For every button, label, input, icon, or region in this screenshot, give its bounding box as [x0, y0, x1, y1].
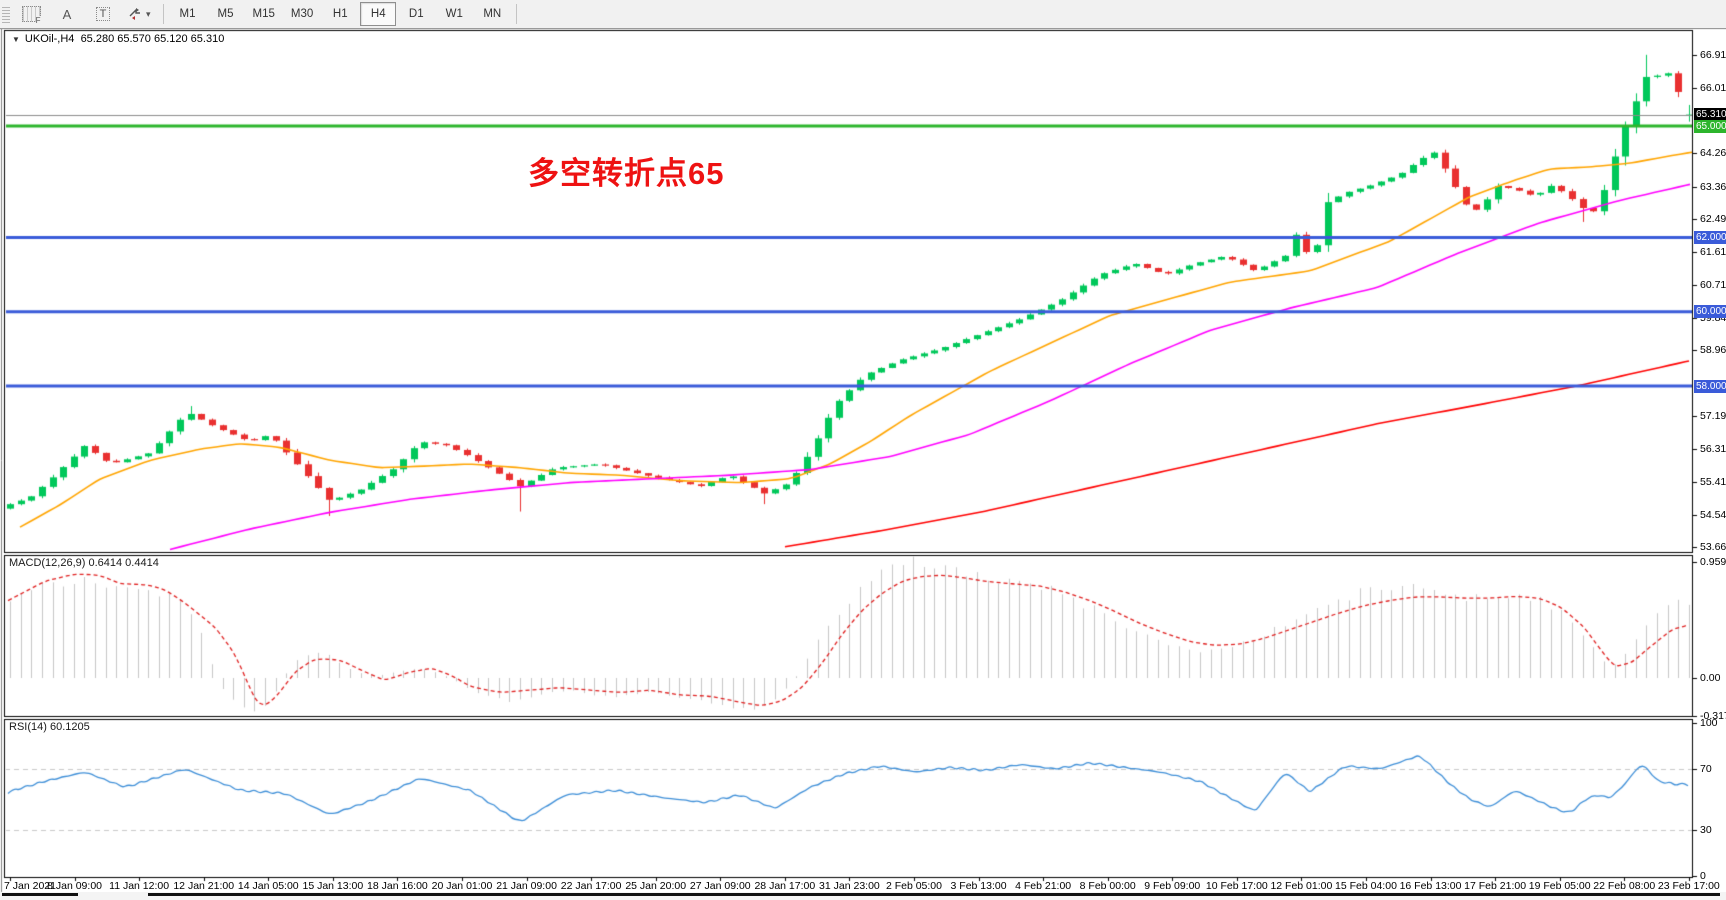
price-tick-label: 63.365	[1700, 180, 1726, 193]
price-tick-label: 0.959	[1700, 555, 1726, 568]
time-tick-label: 22 Feb 08:00	[1593, 880, 1656, 892]
chevron-down-icon: ▾	[146, 8, 151, 19]
price-tick-label: 57.190	[1700, 410, 1726, 423]
time-tick-label: 16 Feb 13:00	[1399, 880, 1462, 892]
symbol-dropdown-icon[interactable]: ▼	[12, 35, 20, 44]
time-tick-label: 18 Jan 16:00	[367, 880, 428, 892]
price-tick-label: 66.915	[1700, 49, 1726, 61]
price-tick-label: 60.715	[1700, 279, 1726, 292]
time-tick-label: 25 Jan 20:00	[625, 880, 687, 892]
price-tick-label: 0.00	[1700, 672, 1721, 684]
timeframe-mn-button[interactable]: MN	[483, 8, 502, 20]
price-tick-label: 64.265	[1700, 147, 1726, 160]
price-tick-label: 0	[1700, 869, 1706, 882]
scrollbar-thumb[interactable]	[2, 893, 78, 896]
time-tick-label: 3 Feb 13:00	[950, 880, 1007, 892]
grid-tool-button[interactable]: F	[14, 2, 48, 26]
toolbar-separator	[516, 4, 518, 24]
price-tick-label: 53.665	[1700, 541, 1726, 553]
time-tick-label: 23 Feb 17:00	[1657, 880, 1720, 892]
price-tick-label: 62.490	[1700, 213, 1726, 226]
letter-t-icon: T	[95, 7, 111, 21]
time-tick-label: 22 Jan 17:00	[560, 880, 622, 892]
price-tick-label: 55.415	[1700, 476, 1726, 489]
scrollbar-track[interactable]	[148, 893, 1720, 896]
ohlc-values: 65.280 65.570 65.120 65.310	[80, 33, 225, 45]
time-tick-label: 15 Feb 04:00	[1335, 880, 1397, 892]
time-tick-label: 12 Feb 01:00	[1270, 880, 1333, 892]
grid-f-icon: F	[21, 6, 41, 25]
hline-price-badge: 62.000	[1694, 231, 1726, 244]
macd-indicator-label: MACD(12,26,9) 0.6414 0.4414	[9, 557, 159, 569]
symbol-period-label: UKOil-,H4	[24, 33, 75, 45]
time-tick-label: 20 Jan 01:00	[431, 880, 493, 892]
timeframe-m5-button[interactable]: M5	[217, 8, 234, 20]
time-tick-label: 11 Jan 12:00	[109, 880, 170, 892]
horizontal-scrollbar[interactable]	[0, 892, 1726, 900]
toolbar-separator	[162, 4, 164, 24]
timeframe-d1-button[interactable]: D1	[408, 8, 424, 20]
time-tick-label: 10 Feb 17:00	[1205, 880, 1268, 892]
price-tick-label: 58.965	[1700, 344, 1726, 357]
toolbar-drag-handle[interactable]	[2, 5, 10, 23]
current-price-badge: 65.310	[1694, 108, 1726, 122]
price-tick-label: 70	[1700, 763, 1712, 775]
time-tick-label: 12 Jan 21:00	[173, 880, 235, 892]
chart-annotation-text[interactable]: 多空转折点65	[528, 156, 725, 191]
time-tick-label: 31 Jan 23:00	[819, 880, 880, 892]
timeframe-m15-button[interactable]: M15	[252, 8, 275, 20]
text-label-tool-button[interactable]: A	[50, 2, 84, 26]
price-tick-label: 54.540	[1700, 508, 1726, 521]
time-tick-label: 4 Feb 21:00	[1015, 880, 1072, 892]
timeframe-m30-button[interactable]: M30	[290, 8, 314, 20]
time-tick-label: 19 Feb 05:00	[1528, 880, 1591, 892]
rsi-indicator-label: RSI(14) 60.1205	[9, 721, 90, 733]
price-tick-label: 56.315	[1700, 442, 1726, 455]
time-tick-label: 21 Jan 09:00	[496, 880, 557, 892]
hline-price-badge: 60.000	[1694, 305, 1726, 319]
time-tick-label: 15 Jan 13:00	[302, 880, 364, 892]
time-tick-label: 14 Jan 05:00	[237, 880, 299, 892]
time-tick-label: 9 Feb 09:00	[1144, 880, 1201, 892]
text-box-tool-button[interactable]: T	[86, 2, 120, 26]
time-tick-label: 8 Feb 00:00	[1079, 880, 1136, 892]
drawing-tools-button[interactable]: ▾	[122, 2, 157, 26]
time-tick-label: 8 Jan 09:00	[47, 880, 103, 892]
drawing-shapes-icon	[129, 8, 140, 20]
time-tick-label: 2 Feb 05:00	[885, 880, 942, 892]
price-tick-label: 30	[1700, 824, 1712, 836]
timeframe-w1-button[interactable]: W1	[445, 8, 463, 20]
letter-a-icon: A	[62, 6, 72, 22]
timeframe-m1-button[interactable]: M1	[179, 8, 196, 20]
price-tick-label: 61.615	[1700, 245, 1726, 258]
hline-price-badge: 65.000	[1694, 119, 1726, 133]
time-tick-label: 27 Jan 09:00	[689, 880, 751, 892]
time-tick-label: 28 Jan 17:00	[754, 880, 816, 892]
price-tick-label: 66.015	[1700, 82, 1726, 95]
chart-ohlc-header: ▼ UKOil-,H4 65.280 65.570 65.120 65.310	[12, 33, 224, 45]
hline-price-badge: 58.000	[1694, 379, 1726, 393]
price-tick-label: 100	[1700, 717, 1718, 730]
time-tick-label: 17 Feb 21:00	[1464, 880, 1527, 892]
timeframe-h4-button[interactable]: H4	[360, 2, 397, 26]
price-tick-label: -0.3171	[1700, 710, 1726, 723]
toolbar: F A T ▾ M1 M5 M15 M30 H1 H4 D1 W1 MN	[0, 0, 1726, 29]
timeframe-h1-button[interactable]: H1	[332, 8, 348, 20]
time-tick-label: 7 Jan 2021	[4, 880, 56, 892]
